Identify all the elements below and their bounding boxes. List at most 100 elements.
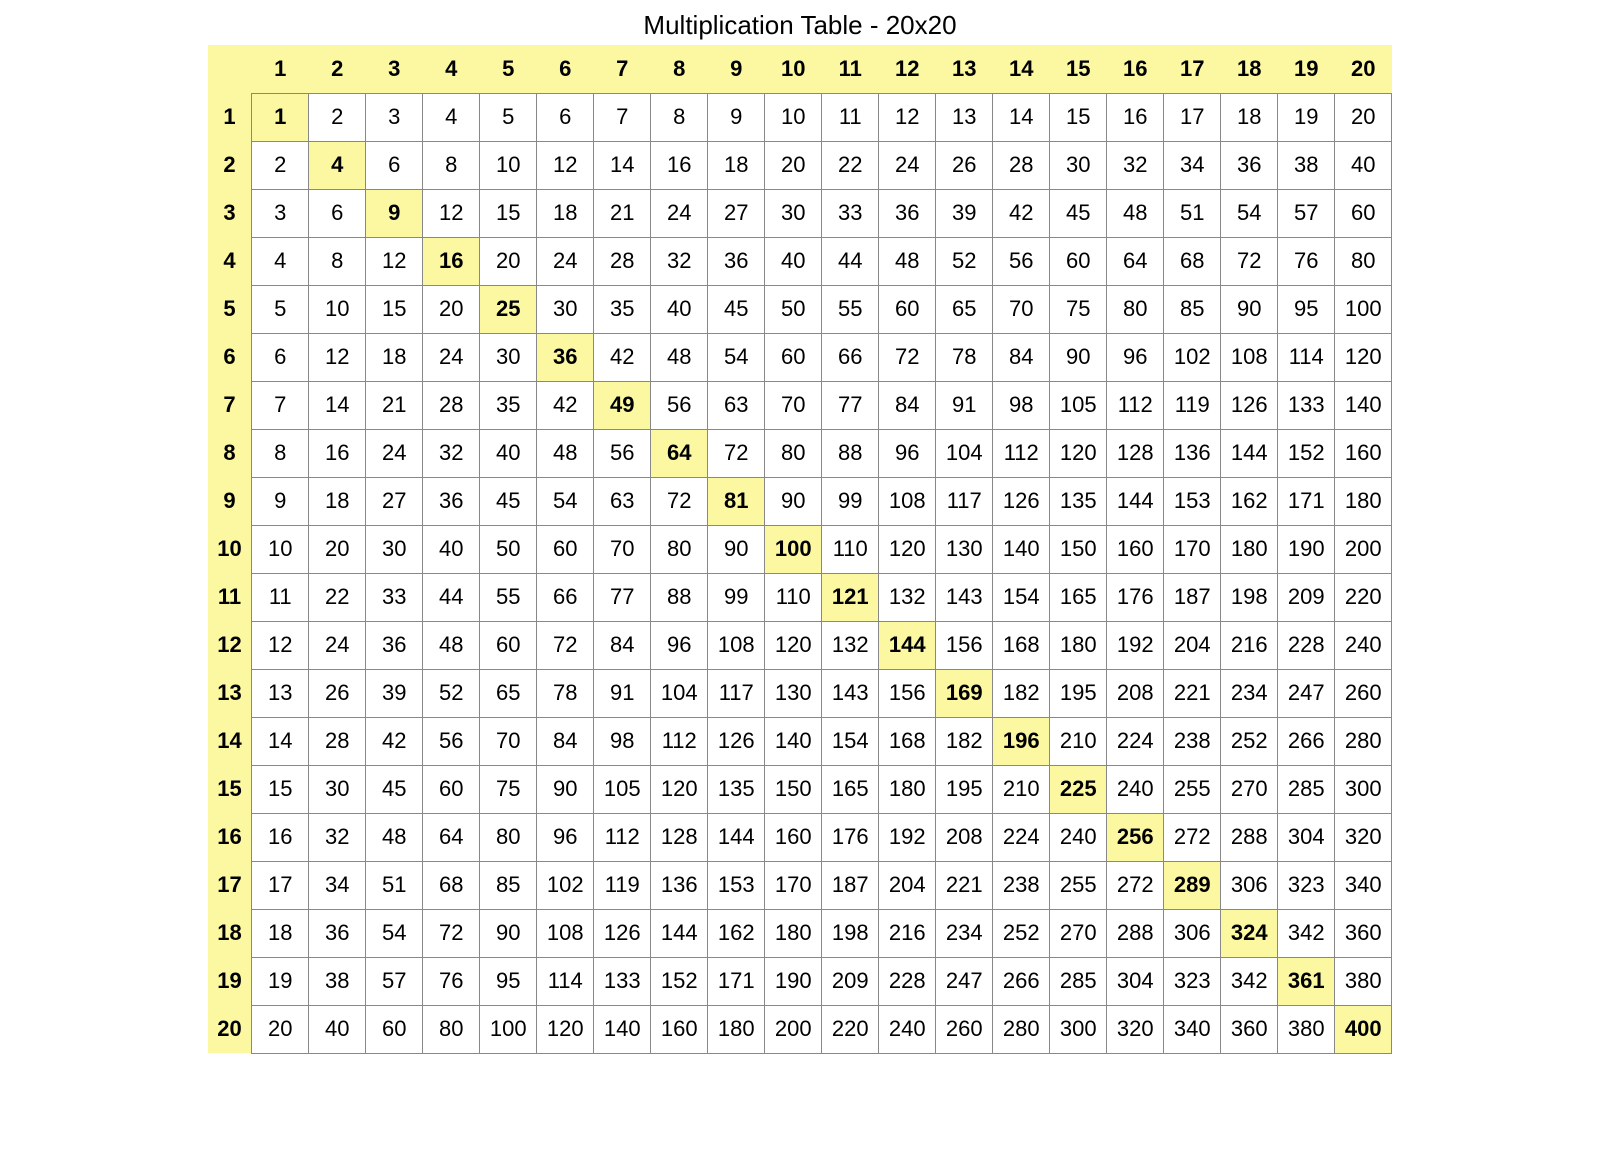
- product-cell: 42: [594, 333, 651, 381]
- product-cell: 4: [423, 93, 480, 141]
- product-cell: 126: [594, 909, 651, 957]
- product-cell: 80: [765, 429, 822, 477]
- product-cell: 152: [651, 957, 708, 1005]
- product-cell: 6: [309, 189, 366, 237]
- product-cell: 24: [879, 141, 936, 189]
- product-cell: 64: [423, 813, 480, 861]
- product-cell: 180: [1050, 621, 1107, 669]
- product-cell: 75: [480, 765, 537, 813]
- product-cell: 85: [480, 861, 537, 909]
- product-cell: 285: [1050, 957, 1107, 1005]
- product-cell: 162: [1221, 477, 1278, 525]
- product-cell: 108: [537, 909, 594, 957]
- product-cell: 10: [252, 525, 309, 573]
- product-cell: 3: [252, 189, 309, 237]
- product-cell: 104: [936, 429, 993, 477]
- table-row: 5510152025303540455055606570758085909510…: [208, 285, 1392, 333]
- product-cell: 39: [936, 189, 993, 237]
- product-cell: 18: [537, 189, 594, 237]
- product-cell: 48: [651, 333, 708, 381]
- product-cell: 55: [822, 285, 879, 333]
- product-cell: 209: [822, 957, 879, 1005]
- product-cell: 42: [537, 381, 594, 429]
- product-cell: 70: [594, 525, 651, 573]
- product-cell: 60: [1050, 237, 1107, 285]
- product-cell: 342: [1278, 909, 1335, 957]
- product-cell: 21: [594, 189, 651, 237]
- row-header: 14: [208, 717, 252, 765]
- product-cell: 12: [423, 189, 480, 237]
- product-cell: 18: [1221, 93, 1278, 141]
- product-cell: 128: [1107, 429, 1164, 477]
- product-cell: 80: [480, 813, 537, 861]
- product-cell: 12: [309, 333, 366, 381]
- product-cell: 24: [537, 237, 594, 285]
- product-cell: 360: [1335, 909, 1392, 957]
- diagonal-cell: 100: [765, 525, 822, 573]
- product-cell: 40: [480, 429, 537, 477]
- table-row: 1010203040506070809010011012013014015016…: [208, 525, 1392, 573]
- product-cell: 7: [594, 93, 651, 141]
- product-cell: 12: [252, 621, 309, 669]
- product-cell: 19: [1278, 93, 1335, 141]
- product-cell: 11: [822, 93, 879, 141]
- row-header: 20: [208, 1005, 252, 1053]
- product-cell: 240: [1335, 621, 1392, 669]
- col-header: 19: [1278, 45, 1335, 93]
- product-cell: 57: [366, 957, 423, 1005]
- product-cell: 14: [594, 141, 651, 189]
- product-cell: 220: [1335, 573, 1392, 621]
- product-cell: 143: [936, 573, 993, 621]
- product-cell: 56: [423, 717, 480, 765]
- product-cell: 12: [537, 141, 594, 189]
- product-cell: 20: [765, 141, 822, 189]
- row-header: 18: [208, 909, 252, 957]
- product-cell: 30: [480, 333, 537, 381]
- product-cell: 133: [594, 957, 651, 1005]
- product-cell: 24: [366, 429, 423, 477]
- product-cell: 216: [879, 909, 936, 957]
- col-header: 2: [309, 45, 366, 93]
- row-header: 15: [208, 765, 252, 813]
- product-cell: 72: [708, 429, 765, 477]
- product-cell: 117: [708, 669, 765, 717]
- product-cell: 96: [651, 621, 708, 669]
- table-row: 9918273645546372819099108117126135144153…: [208, 477, 1392, 525]
- product-cell: 15: [480, 189, 537, 237]
- product-cell: 70: [993, 285, 1050, 333]
- product-cell: 190: [765, 957, 822, 1005]
- diagonal-cell: 16: [423, 237, 480, 285]
- product-cell: 112: [594, 813, 651, 861]
- product-cell: 10: [765, 93, 822, 141]
- product-cell: 90: [480, 909, 537, 957]
- product-cell: 204: [1164, 621, 1221, 669]
- table-row: 1313263952657891104117130143156169182195…: [208, 669, 1392, 717]
- product-cell: 380: [1278, 1005, 1335, 1053]
- product-cell: 108: [879, 477, 936, 525]
- product-cell: 50: [765, 285, 822, 333]
- table-row: 11234567891011121314151617181920: [208, 93, 1392, 141]
- product-cell: 84: [594, 621, 651, 669]
- product-cell: 22: [309, 573, 366, 621]
- product-cell: 70: [480, 717, 537, 765]
- product-cell: 45: [480, 477, 537, 525]
- product-cell: 120: [651, 765, 708, 813]
- row-header: 9: [208, 477, 252, 525]
- product-cell: 110: [822, 525, 879, 573]
- product-cell: 80: [1335, 237, 1392, 285]
- product-cell: 210: [1050, 717, 1107, 765]
- product-cell: 65: [480, 669, 537, 717]
- product-cell: 91: [594, 669, 651, 717]
- product-cell: 15: [366, 285, 423, 333]
- product-cell: 60: [537, 525, 594, 573]
- table-row: 1414284256708498112126140154168182196210…: [208, 717, 1392, 765]
- product-cell: 216: [1221, 621, 1278, 669]
- product-cell: 56: [594, 429, 651, 477]
- row-header: 11: [208, 573, 252, 621]
- col-header: 14: [993, 45, 1050, 93]
- product-cell: 63: [594, 477, 651, 525]
- diagonal-cell: 121: [822, 573, 879, 621]
- product-cell: 195: [936, 765, 993, 813]
- col-header: 7: [594, 45, 651, 93]
- product-cell: 221: [1164, 669, 1221, 717]
